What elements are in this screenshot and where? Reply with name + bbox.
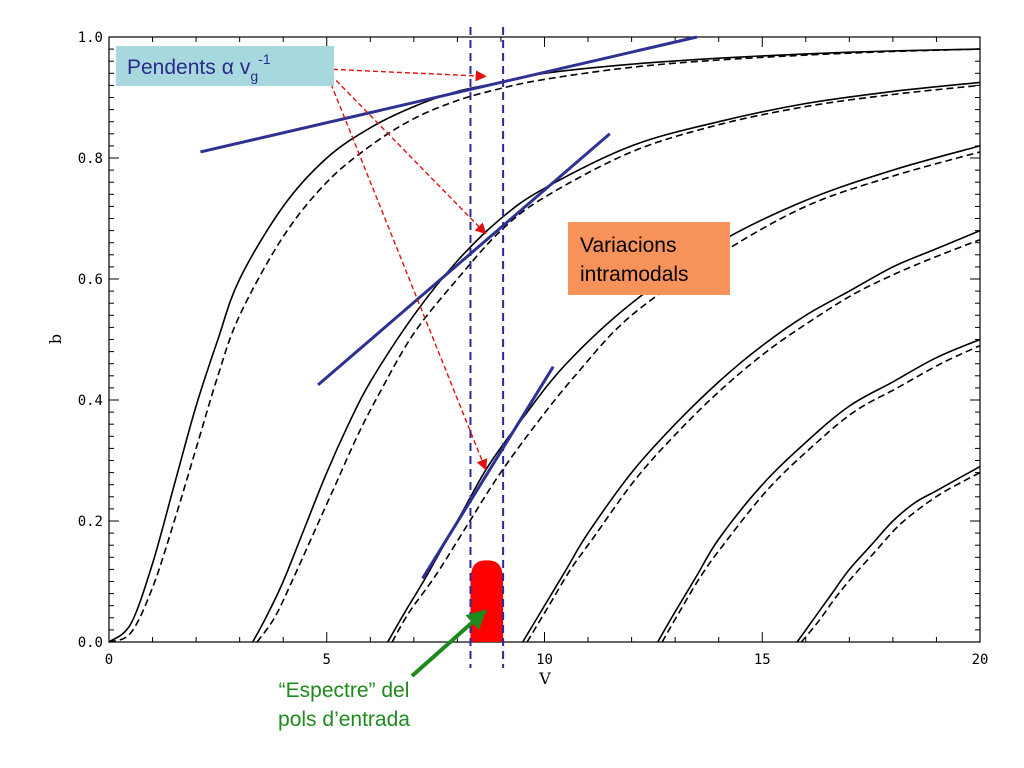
slope-arrow bbox=[324, 68, 488, 471]
spectrum-arrow bbox=[410, 609, 487, 678]
curve-solid-4 bbox=[387, 145, 981, 643]
y-tick-label: 0.2 bbox=[78, 514, 103, 530]
intramodal-line2: intramodals bbox=[580, 263, 689, 286]
x-tick-label: 0 bbox=[105, 652, 113, 668]
axis-ticks: 0 5 10 15 20 0.0 0.2 0.4 0.6 0.8 1.0 bbox=[78, 30, 989, 668]
y-tick-label: 0.0 bbox=[78, 635, 103, 651]
y-tick-label: 1.0 bbox=[78, 30, 103, 46]
curve-dashed-11 bbox=[800, 471, 981, 643]
window-lines bbox=[469, 27, 505, 668]
x-tick-label: 20 bbox=[972, 652, 989, 668]
tangent-line bbox=[421, 365, 555, 580]
curve-solid-0 bbox=[108, 48, 981, 643]
x-tick-label: 10 bbox=[536, 652, 553, 668]
spectrum-label-line1: “Espectre” del bbox=[279, 679, 410, 702]
slope-arrows bbox=[324, 68, 488, 471]
curve-dashed-7 bbox=[526, 238, 981, 643]
tangent-line bbox=[317, 132, 611, 387]
x-tick-label: 5 bbox=[323, 652, 331, 668]
x-tick-label: 15 bbox=[754, 652, 771, 668]
curve-dashed-5 bbox=[391, 151, 981, 643]
curve-solid-2 bbox=[251, 81, 981, 643]
x-axis-label: V bbox=[538, 669, 551, 688]
plot-frame bbox=[108, 36, 981, 643]
y-tick-label: 0.8 bbox=[78, 151, 103, 167]
input-spectrum bbox=[470, 560, 504, 642]
slope-arrow bbox=[324, 68, 487, 82]
y-tick-label: 0.4 bbox=[78, 393, 103, 409]
spectrum-shape bbox=[470, 560, 504, 642]
curve-dashed-1 bbox=[108, 48, 981, 643]
tangent-line bbox=[200, 35, 698, 154]
slope-arrow bbox=[324, 68, 487, 235]
slopes-box bbox=[116, 46, 334, 86]
curve-solid-6 bbox=[522, 229, 981, 643]
intramodal-box bbox=[568, 222, 730, 295]
slopes-label: Pendents α vg-1 bbox=[127, 51, 271, 84]
curve-dashed-9 bbox=[661, 344, 981, 643]
tangent-lines bbox=[200, 35, 698, 580]
spectrum-label-line2: pols d’entrada bbox=[278, 708, 410, 731]
intramodal-line1: Variacions bbox=[580, 234, 677, 257]
curve-solid-8 bbox=[657, 338, 981, 643]
y-tick-label: 0.6 bbox=[78, 272, 103, 288]
curve-dashed-3 bbox=[256, 84, 981, 643]
curve-solid-10 bbox=[796, 465, 981, 643]
mode-curves bbox=[108, 48, 981, 643]
y-axis-label: b bbox=[46, 334, 65, 344]
